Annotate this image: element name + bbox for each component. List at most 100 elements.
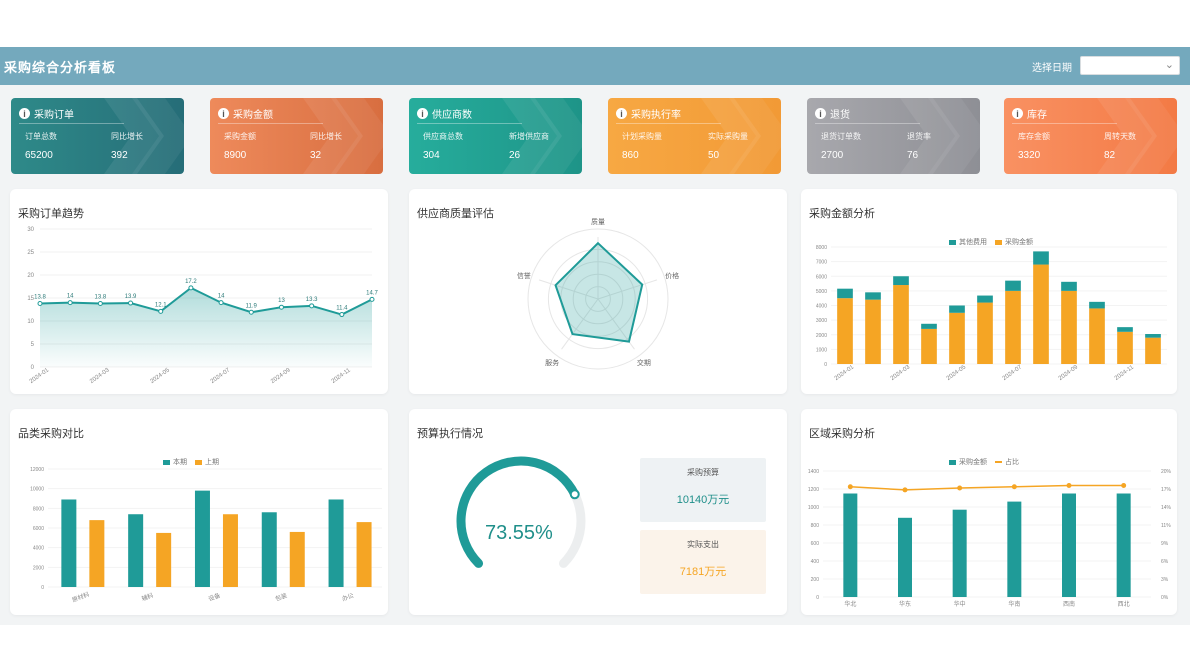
kpi-divider [815, 123, 920, 124]
x-tick-label: 西北 [1118, 600, 1130, 608]
kpi-header: i 采购执行率 [616, 106, 681, 121]
y-tick-label: 0 [824, 362, 827, 368]
x-tick-label: 设备 [207, 591, 221, 603]
x-tick-label: 包装 [274, 591, 288, 603]
kpi-value: 860 [622, 150, 639, 161]
kpi-divider [1012, 123, 1117, 124]
data-point [188, 285, 194, 291]
radar-axis [538, 279, 599, 300]
y2-tick-label: 3% [1161, 577, 1169, 583]
kpi-label: 计划采购量 [622, 132, 662, 141]
y-tick-label: 10 [27, 319, 34, 325]
y-tick-label: 20 [27, 273, 34, 279]
kpi-card[interactable]: i 退货 退货订单数 退货率 2700 76 [807, 98, 980, 174]
bar [952, 509, 967, 597]
ratio-point [1011, 484, 1017, 490]
y2-tick-label: 6% [1161, 559, 1169, 565]
ratio-point [1066, 482, 1072, 488]
x-tick-label: 2024-09 [270, 367, 292, 385]
trend-card: 采购订单趋势 0 5 10 15 20 25 30 13.8 14 13.8 13.9 12.1 17.… [10, 189, 388, 394]
ratio-line [850, 484, 1124, 491]
gauge-progress [456, 456, 580, 568]
legend-swatch [949, 239, 956, 245]
data-label: 13.3 [306, 297, 318, 303]
bar-segment [1005, 290, 1021, 364]
x-tick-label: 2024-11 [331, 367, 353, 385]
kpi-value: 76 [907, 150, 919, 161]
series-line [39, 286, 373, 316]
y2-tick-label: 9% [1161, 541, 1169, 547]
bar-segment [1089, 308, 1105, 364]
bar-segment [1005, 280, 1021, 291]
y-tick-label: 800 [811, 523, 820, 529]
kpi-row: i 采购订单 订单总数 同比增长 65200 392 i 采购金额 采购金额 同比增长 8900 3… [11, 98, 1179, 174]
kpi-divider [218, 123, 323, 124]
bar-segment [921, 328, 937, 364]
y-tick-label: 6000 [816, 274, 827, 280]
month-legend: 其他费用 采购金额 [941, 237, 1033, 247]
y-tick-label: 400 [811, 559, 820, 565]
bar [128, 514, 144, 587]
kpi-card[interactable]: i 供应商数 供应商总数 新增供应商 304 26 [409, 98, 582, 174]
kpi-label: 同比增长 [310, 132, 342, 141]
data-label: 13.8 [34, 295, 46, 301]
bar-segment [1089, 301, 1105, 309]
budget-label: 采购预算 [687, 468, 719, 477]
x-tick-label: 办公 [341, 591, 355, 603]
kpi-header: i 退货 [815, 106, 850, 121]
category-bar-chart: 0 2000 4000 6000 8000 10000 12000 原材料 辅料 设备 包装 办公 [30, 467, 382, 604]
kpi-value: 82 [1104, 150, 1116, 161]
kpi-header: i 采购金额 [218, 106, 273, 121]
legend-label: 采购金额 [1005, 239, 1033, 246]
data-point [248, 309, 254, 315]
y-tick-label: 1000 [816, 347, 827, 353]
kpi-value: 8900 [224, 150, 247, 161]
data-label: 13 [278, 298, 285, 304]
kpi-card[interactable]: i 采购金额 采购金额 同比增长 8900 32 [210, 98, 383, 174]
bar [289, 531, 305, 587]
data-label: 14 [67, 294, 74, 300]
y2-tick-label: 17% [1161, 487, 1172, 493]
kpi-card[interactable]: i 采购订单 订单总数 同比增长 65200 392 [11, 98, 184, 174]
y-tick-label: 8000 [33, 506, 44, 512]
bar [156, 532, 172, 587]
bar-segment [977, 302, 993, 364]
bar-segment [893, 285, 909, 364]
ratio-point [847, 484, 853, 490]
chevron-down-icon: ⌄ [1164, 59, 1174, 71]
radar-indicator-label: 质量 [591, 217, 605, 226]
radar-indicator-label: 价格 [665, 271, 679, 280]
legend-swatch [995, 239, 1002, 245]
kpi-value: 3320 [1018, 150, 1041, 161]
kpi-title: 采购执行率 [631, 110, 681, 121]
radar-indicator-label: 服务 [545, 358, 559, 367]
kpi-label: 供应商总数 [423, 132, 463, 141]
legend-label: 占比 [1005, 459, 1019, 466]
date-select[interactable]: ⌄ [1080, 56, 1180, 75]
y-tick-label: 8000 [816, 245, 827, 251]
ratio-point [902, 487, 908, 493]
kpi-header: i 采购订单 [19, 106, 74, 121]
x-tick-label: 原材料 [71, 590, 91, 604]
region-title: 区域采购分析 [809, 428, 875, 440]
x-tick-label: 2024-09 [1058, 364, 1080, 382]
kpi-card[interactable]: i 采购执行率 计划采购量 实际采购量 860 50 [608, 98, 781, 174]
bar-segment [837, 288, 853, 299]
y-tick-label: 6000 [33, 526, 44, 532]
bar-segment [1033, 251, 1049, 265]
gauge-chart [456, 456, 586, 568]
legend-label: 本期 [173, 459, 187, 466]
bar-segment [865, 292, 881, 300]
bar [356, 522, 372, 587]
info-icon: i [815, 108, 826, 119]
kpi-divider [19, 123, 124, 124]
trend-title: 采购订单趋势 [18, 208, 84, 220]
kpi-title: 供应商数 [432, 110, 472, 121]
info-icon: i [1012, 108, 1023, 119]
gauge-handle [569, 489, 580, 500]
ratio-point [957, 485, 963, 491]
month-card: 采购金额分析 其他费用 采购金额 0 1000 2000 3000 4000 5000 60… [801, 189, 1177, 394]
kpi-card[interactable]: i 库存 库存金额 周转天数 3320 82 [1004, 98, 1177, 174]
kpi-divider [616, 123, 721, 124]
